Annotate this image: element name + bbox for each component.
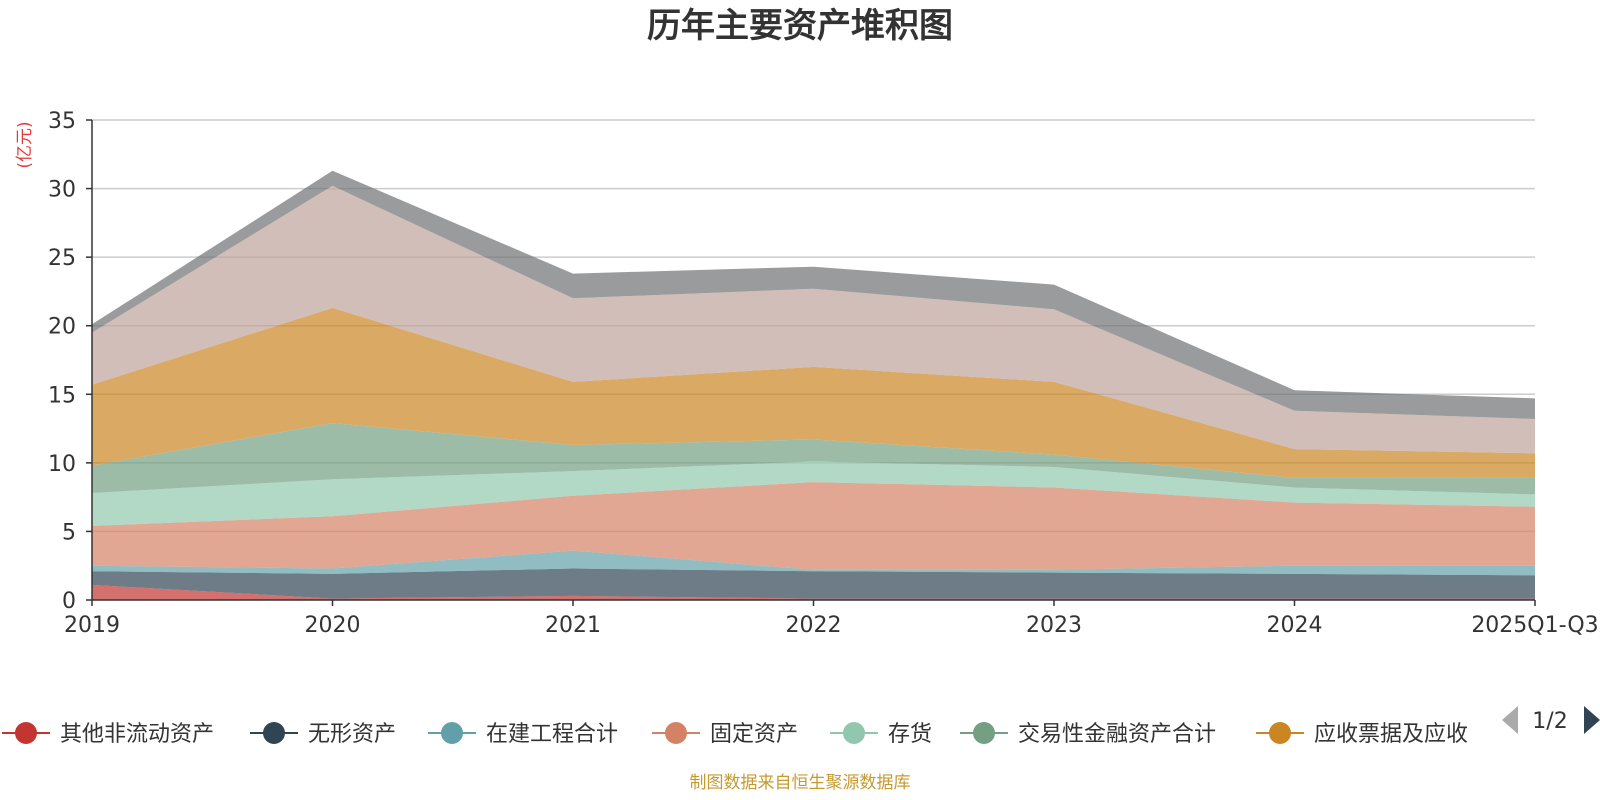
area-series-8	[92, 170, 1535, 419]
legend-label: 应收票据及应收	[1314, 722, 1468, 747]
y-tick-label: 5	[62, 520, 76, 545]
area-series-group	[92, 170, 1535, 600]
legend-next-page-icon[interactable]	[1584, 706, 1600, 734]
legend-label: 交易性金融资产合计	[1018, 722, 1216, 747]
legend-label: 存货	[888, 722, 932, 747]
x-tick-label: 2023	[1026, 613, 1082, 638]
legend-marker	[263, 722, 285, 744]
legend-item[interactable]: 其他非流动资产	[2, 722, 214, 747]
area-series-1	[92, 568, 1535, 599]
y-tick-label: 20	[48, 315, 76, 340]
y-tick-label: 15	[48, 383, 76, 408]
area-series-7	[92, 185, 1535, 454]
legend-page-indicator: 1/2	[1532, 709, 1567, 734]
y-tick-label: 25	[48, 246, 76, 271]
y-tick-label: 30	[48, 178, 76, 203]
y-tick-label: 35	[48, 109, 76, 134]
legend-item[interactable]: 固定资产	[652, 722, 798, 747]
legend-pager[interactable]: 1/2	[1502, 706, 1600, 734]
legend-marker	[843, 722, 865, 744]
legend-marker	[441, 722, 463, 744]
legend[interactable]: 其他非流动资产 无形资产 在建工程合计 固定资产 存货 交易性金融资产合计 应收票据及应收	[2, 722, 1468, 747]
x-tick-label: 2022	[786, 613, 842, 638]
legend-label: 其他非流动资产	[60, 722, 214, 747]
legend-item[interactable]: 存货	[830, 722, 932, 747]
legend-item[interactable]: 在建工程合计	[428, 722, 618, 747]
legend-marker	[665, 722, 687, 744]
legend-label: 无形资产	[308, 722, 396, 747]
y-axis-ticks: 0 5 10 15 20 25 30 35	[48, 109, 92, 614]
y-tick-label: 0	[62, 589, 76, 614]
x-tick-label: 2021	[545, 613, 601, 638]
legend-marker	[1269, 722, 1291, 744]
y-tick-label: 10	[48, 452, 76, 477]
legend-item[interactable]: 无形资产	[250, 722, 396, 747]
x-tick-label: 2024	[1267, 613, 1323, 638]
x-tick-label: 2020	[305, 613, 361, 638]
x-axis-ticks: 2019 2020 2021 2022 2023 2024 2025Q1-Q3	[64, 600, 1599, 638]
area-series-0	[92, 584, 1535, 600]
legend-prev-page-icon[interactable]	[1502, 706, 1518, 734]
legend-label: 固定资产	[710, 722, 798, 747]
x-tick-label: 2019	[64, 613, 120, 638]
area-series-6	[92, 307, 1535, 478]
legend-marker	[973, 722, 995, 744]
area-series-4	[92, 461, 1535, 526]
area-series-2	[92, 550, 1535, 576]
x-tick-label: 2025Q1-Q3	[1471, 613, 1598, 638]
legend-item[interactable]: 交易性金融资产合计	[960, 722, 1216, 747]
source-note: 制图数据来自恒生聚源数据库	[690, 773, 911, 793]
legend-label: 在建工程合计	[486, 722, 618, 747]
legend-item[interactable]: 应收票据及应收	[1256, 722, 1468, 747]
area-series-3	[92, 482, 1535, 570]
y-axis-unit-label: (亿元)	[15, 121, 35, 168]
legend-marker	[15, 722, 37, 744]
chart-title: 历年主要资产堆积图	[647, 6, 953, 46]
area-series-5	[92, 423, 1535, 495]
